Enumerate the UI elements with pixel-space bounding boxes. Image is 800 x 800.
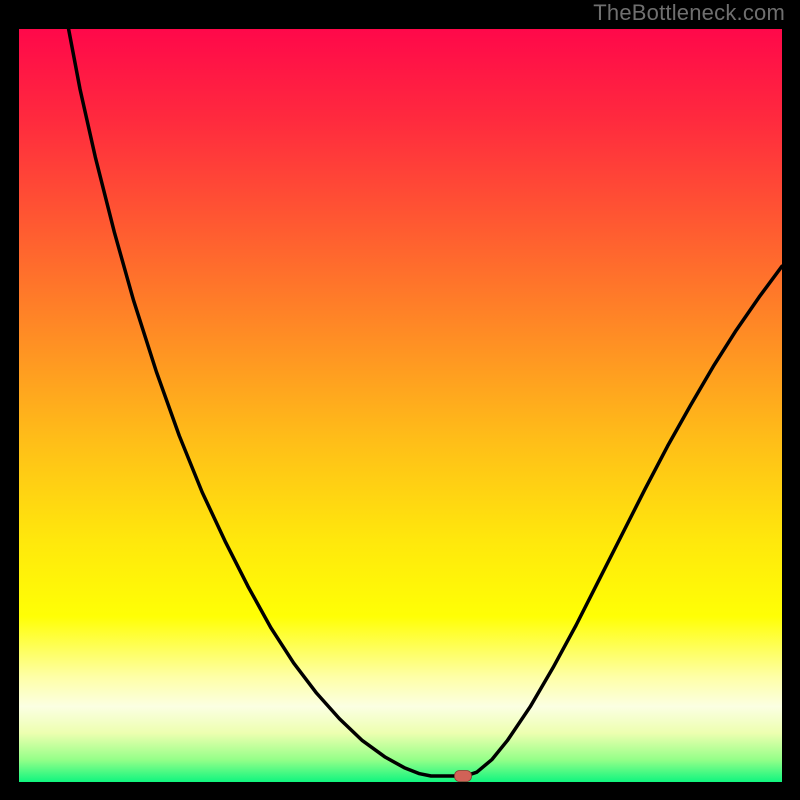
watermark-text: TheBottleneck.com bbox=[593, 0, 785, 26]
chart-frame: TheBottleneck.com bbox=[0, 0, 800, 800]
bottleneck-curve bbox=[19, 29, 782, 782]
plot-area bbox=[19, 29, 782, 782]
optimal-marker bbox=[454, 770, 472, 782]
